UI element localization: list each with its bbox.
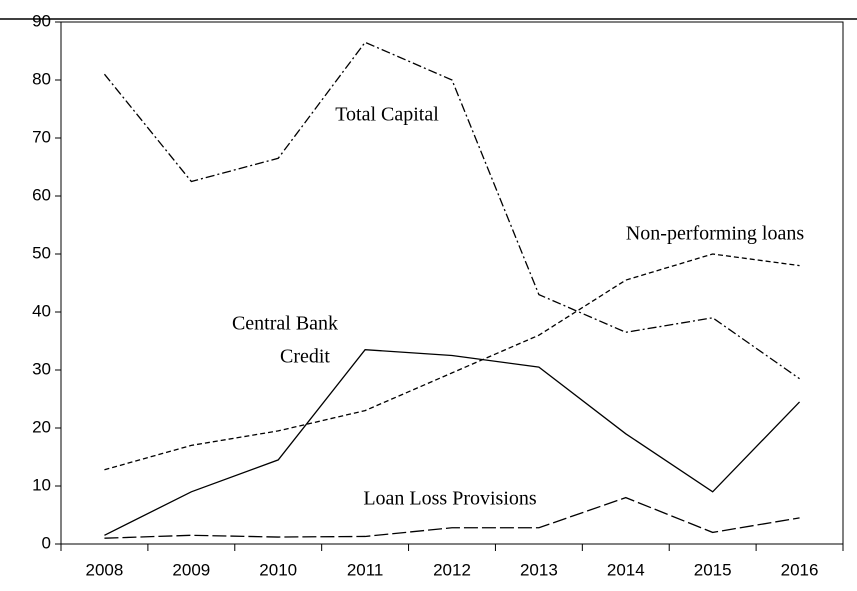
series-label: Non-performing loans (626, 223, 805, 245)
x-tick-label: 2008 (86, 560, 124, 579)
series-line (104, 253, 800, 471)
series-line (103, 41, 800, 380)
x-tick-label: 2011 (347, 560, 384, 579)
series-label: Total Capital (335, 104, 439, 126)
x-tick-label: 2016 (781, 560, 819, 579)
y-tick-label: 90 (32, 11, 51, 30)
y-tick-label: 50 (32, 243, 51, 262)
y-tick-label: 80 (32, 69, 51, 88)
x-tick-label: 2010 (259, 560, 297, 579)
y-tick-label: 60 (32, 185, 51, 204)
series-line (104, 496, 800, 539)
series-label: Credit (280, 346, 330, 368)
x-tick-label: 2009 (172, 560, 210, 579)
y-tick-label: 0 (42, 533, 51, 552)
x-tick-label: 2014 (607, 560, 645, 579)
x-tick-label: 2015 (694, 560, 732, 579)
y-tick-label: 70 (32, 127, 51, 146)
series-label: Loan Loss Provisions (363, 488, 537, 510)
y-tick-label: 10 (32, 475, 51, 494)
plot-frame (60, 21, 844, 545)
series-line (104, 349, 801, 536)
x-tick-label: 2013 (520, 560, 558, 579)
y-tick-label: 40 (32, 301, 51, 320)
series-label: Central Bank (232, 313, 338, 335)
y-tick-label: 20 (32, 417, 51, 436)
x-tick-label: 2012 (433, 560, 471, 579)
y-tick-label: 30 (32, 359, 51, 378)
